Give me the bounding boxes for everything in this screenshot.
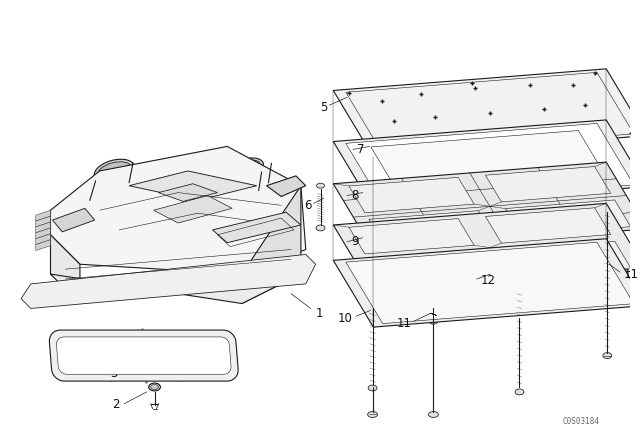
Polygon shape [242, 186, 301, 304]
Text: 11: 11 [624, 267, 639, 280]
Ellipse shape [516, 287, 522, 291]
Ellipse shape [97, 162, 131, 180]
Polygon shape [51, 274, 301, 304]
Polygon shape [36, 240, 51, 250]
Ellipse shape [243, 177, 250, 181]
Polygon shape [333, 203, 640, 292]
Polygon shape [51, 235, 80, 299]
Polygon shape [134, 366, 175, 375]
Text: 5: 5 [320, 101, 328, 114]
Ellipse shape [214, 162, 241, 176]
Text: 9: 9 [351, 235, 358, 248]
Polygon shape [506, 200, 630, 235]
Polygon shape [485, 167, 611, 202]
Ellipse shape [287, 267, 295, 271]
Polygon shape [333, 69, 640, 157]
Polygon shape [349, 219, 474, 254]
Ellipse shape [234, 158, 264, 174]
Polygon shape [51, 146, 306, 274]
Ellipse shape [160, 196, 167, 201]
Ellipse shape [77, 208, 83, 212]
Polygon shape [346, 124, 634, 205]
Ellipse shape [367, 412, 378, 418]
Ellipse shape [369, 303, 376, 308]
Text: 2: 2 [112, 398, 119, 411]
Polygon shape [36, 222, 51, 233]
Text: 6: 6 [304, 199, 312, 212]
Polygon shape [349, 177, 474, 213]
Polygon shape [333, 239, 640, 327]
Polygon shape [212, 212, 301, 243]
Text: 3: 3 [110, 367, 117, 380]
Ellipse shape [317, 183, 324, 188]
Ellipse shape [603, 353, 612, 358]
Polygon shape [129, 171, 257, 200]
Ellipse shape [429, 303, 437, 308]
Polygon shape [36, 234, 51, 245]
Polygon shape [333, 162, 640, 250]
Polygon shape [36, 216, 51, 227]
Polygon shape [506, 241, 630, 276]
Polygon shape [369, 211, 494, 246]
Text: 10: 10 [338, 312, 353, 325]
Ellipse shape [77, 252, 83, 257]
Ellipse shape [238, 218, 266, 233]
Ellipse shape [316, 225, 325, 231]
Ellipse shape [368, 385, 377, 391]
Ellipse shape [429, 318, 438, 324]
Text: 4: 4 [72, 351, 80, 364]
Ellipse shape [94, 159, 134, 183]
Text: 12: 12 [481, 275, 495, 288]
Ellipse shape [276, 188, 286, 194]
Polygon shape [346, 242, 634, 323]
Polygon shape [49, 330, 238, 381]
Text: C0S03184: C0S03184 [562, 417, 599, 426]
Ellipse shape [515, 389, 524, 395]
Polygon shape [56, 337, 231, 374]
Polygon shape [266, 176, 306, 197]
Polygon shape [159, 184, 218, 202]
Polygon shape [333, 120, 640, 208]
Polygon shape [21, 254, 316, 308]
Polygon shape [371, 130, 609, 198]
Polygon shape [154, 195, 232, 223]
Ellipse shape [283, 242, 289, 247]
Text: 1: 1 [316, 307, 323, 320]
Ellipse shape [148, 383, 161, 391]
Polygon shape [52, 208, 95, 232]
Ellipse shape [211, 160, 244, 178]
Polygon shape [485, 208, 611, 243]
Text: 7: 7 [357, 143, 364, 156]
Polygon shape [369, 252, 494, 287]
Ellipse shape [604, 208, 610, 212]
Text: 8: 8 [351, 189, 358, 202]
Ellipse shape [287, 198, 294, 202]
Ellipse shape [260, 214, 282, 226]
Text: 11: 11 [397, 317, 412, 330]
Polygon shape [36, 228, 51, 239]
Polygon shape [36, 210, 51, 221]
Ellipse shape [150, 384, 159, 389]
Ellipse shape [160, 246, 167, 250]
Ellipse shape [237, 160, 260, 172]
Ellipse shape [429, 412, 438, 418]
